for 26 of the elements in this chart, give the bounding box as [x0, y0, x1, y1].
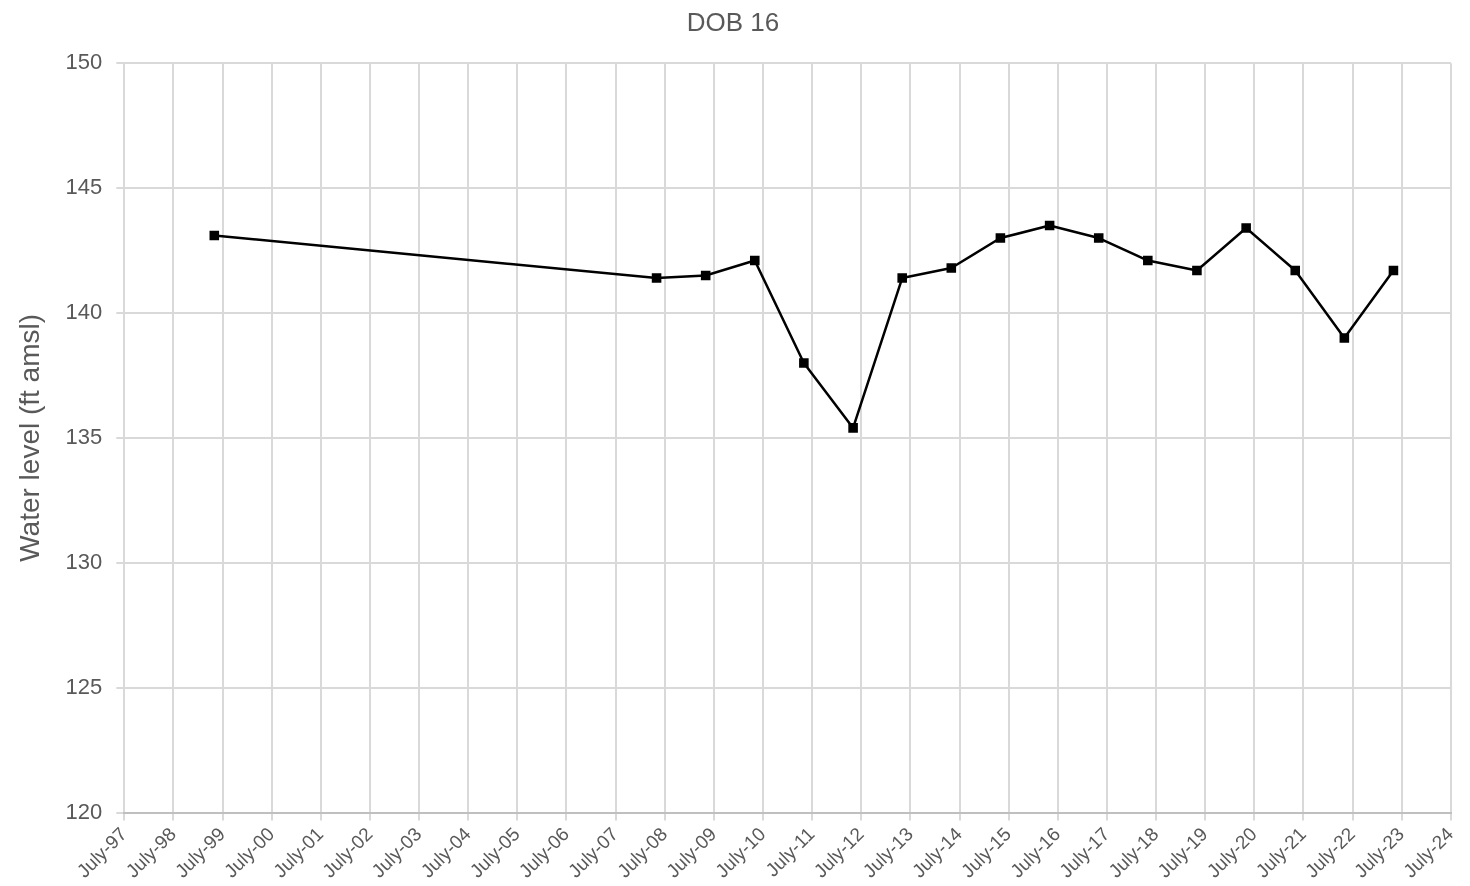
point — [799, 358, 809, 368]
point — [1044, 220, 1055, 231]
y-tick-label: 125 — [65, 673, 103, 699]
point — [946, 263, 957, 273]
point — [897, 273, 907, 283]
point — [1388, 265, 1399, 276]
point — [651, 273, 662, 283]
y-tick-label: 135 — [65, 423, 103, 449]
y-axis-title: Water level (ft amsl) — [13, 313, 45, 562]
point — [749, 255, 760, 266]
point — [1290, 265, 1301, 276]
point — [1241, 223, 1251, 233]
y-tick-label: 145 — [65, 174, 103, 200]
point — [1093, 233, 1104, 243]
point — [1192, 265, 1202, 276]
point — [995, 233, 1006, 243]
point — [700, 270, 711, 281]
y-tick-label: 130 — [65, 548, 103, 574]
chart-title: DOB 16 — [686, 6, 780, 37]
y-tick-label: 150 — [65, 49, 103, 75]
y-tick-label: 120 — [65, 798, 103, 824]
point — [1339, 333, 1350, 343]
y-tick-label: 140 — [65, 299, 103, 325]
point — [848, 423, 858, 433]
point — [1143, 255, 1153, 266]
point — [209, 230, 220, 241]
